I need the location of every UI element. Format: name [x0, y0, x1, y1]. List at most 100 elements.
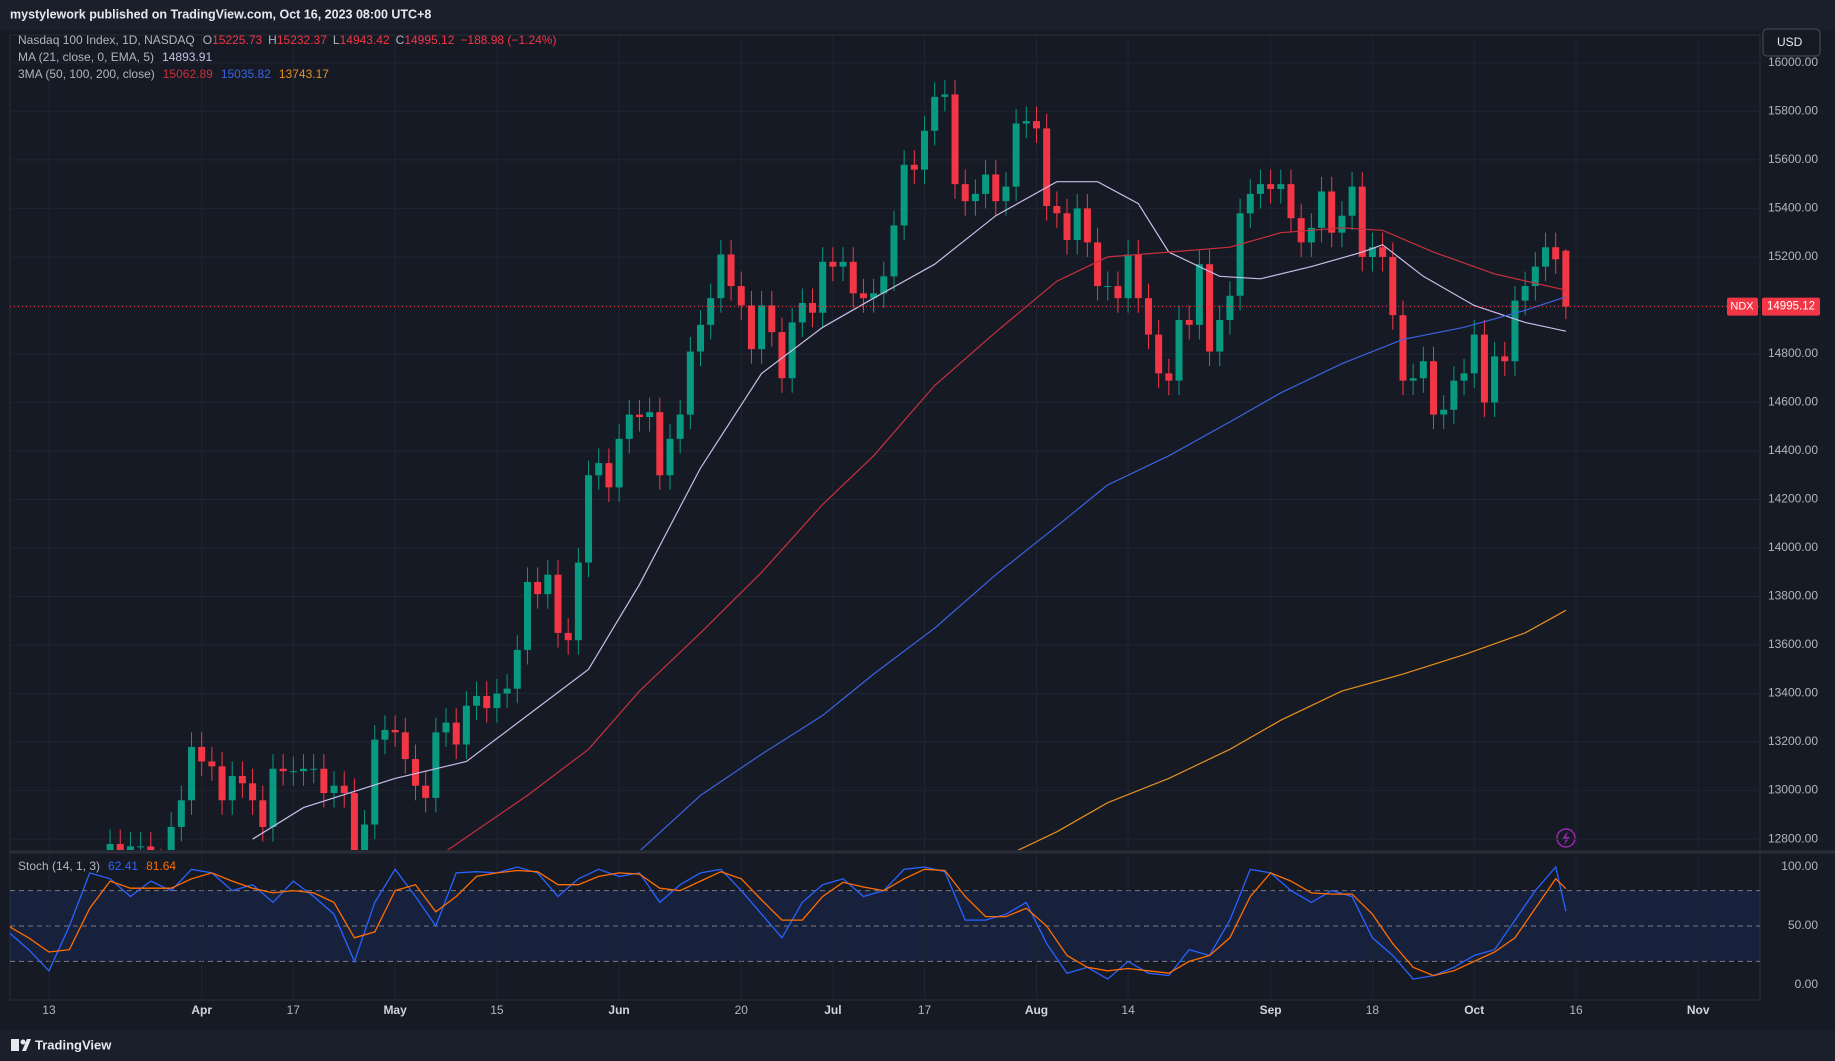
candle-body: [1114, 286, 1122, 299]
candle-body: [971, 193, 979, 202]
candle-body: [452, 722, 460, 745]
candle-body: [839, 261, 847, 267]
candle-body: [564, 632, 572, 641]
candle-body: [1460, 373, 1468, 381]
candle-body: [513, 649, 521, 689]
candle-body: [340, 785, 348, 793]
candle-body: [269, 768, 277, 827]
legend-part: 81.64: [146, 859, 176, 873]
candle-body: [1185, 320, 1193, 325]
candle-body: [1032, 121, 1040, 129]
price-tag-label: 14995.12: [1767, 301, 1815, 313]
candle-body: [1552, 247, 1560, 260]
candle-body: [666, 438, 674, 476]
price-tag: [1762, 297, 1820, 316]
currency-button[interactable]: USD: [1762, 28, 1821, 57]
legend-part: Stoch (14, 1, 3): [18, 859, 100, 873]
y-tick-label: 15400.00: [1768, 201, 1818, 215]
candle-body: [646, 412, 654, 418]
candle-body: [1328, 191, 1336, 233]
candle-body: [1236, 213, 1244, 296]
candle-body: [1287, 184, 1295, 219]
x-tick-label: 17: [287, 1003, 301, 1017]
x-tick-label: Jun: [608, 1003, 629, 1017]
candle-body: [544, 574, 552, 595]
candle-body: [473, 695, 481, 706]
candle-body: [391, 729, 399, 733]
candle-body: [422, 785, 430, 798]
candle-body: [1256, 184, 1264, 194]
candle-body: [931, 96, 939, 131]
candle-body: [299, 768, 307, 772]
candle-body: [289, 771, 297, 773]
candle-body: [585, 475, 593, 563]
candle-body: [686, 351, 694, 415]
candle-body: [126, 846, 134, 850]
candle-body: [1073, 208, 1081, 240]
legend-part: C: [396, 33, 405, 47]
candle-body: [1531, 266, 1539, 287]
legend-part: L: [333, 33, 340, 47]
legend-part: 62.41: [108, 859, 138, 873]
candle-body: [1318, 191, 1326, 228]
candle-body: [747, 305, 755, 350]
candle-body: [717, 254, 725, 299]
y-tick-label: 13200.00: [1768, 734, 1818, 748]
y-tick-label: 14600.00: [1768, 395, 1818, 409]
y-tick-label: 15200.00: [1768, 249, 1818, 263]
x-tick-label: 15: [490, 1003, 504, 1017]
candle-body: [992, 174, 1000, 202]
candle-body: [819, 261, 827, 313]
candle-body: [228, 776, 236, 801]
alert-icon[interactable]: [1556, 828, 1576, 848]
candle-body: [880, 276, 888, 294]
candle-body: [890, 225, 898, 277]
y-tick-label: 13600.00: [1768, 637, 1818, 651]
candle-body: [442, 722, 450, 733]
candle-body: [870, 293, 878, 299]
candle-body: [1175, 320, 1183, 381]
candle-body: [951, 94, 959, 185]
stoch-legend: Stoch (14, 1, 3) 62.41 81.64: [18, 859, 176, 873]
candle-body: [1450, 380, 1458, 410]
candle-body: [1338, 215, 1346, 233]
candle-body: [1389, 256, 1397, 316]
x-tick-label: Aug: [1025, 1003, 1048, 1017]
legend-part: 15062.89: [163, 67, 213, 81]
candle-body: [1002, 186, 1010, 202]
candle-body: [218, 766, 226, 801]
candle-body: [1307, 227, 1315, 243]
y-tick-label: 13000.00: [1768, 783, 1818, 797]
legend-part: 13743.17: [279, 67, 329, 81]
currency-label[interactable]: USD: [1777, 35, 1803, 49]
candle-body: [350, 792, 358, 850]
candle-body: [758, 305, 766, 350]
y-tick-label: 13800.00: [1768, 589, 1818, 603]
price-pane: [106, 79, 1570, 850]
candle-body: [361, 824, 369, 850]
candle-body: [493, 693, 501, 709]
x-tick-label: Oct: [1464, 1003, 1484, 1017]
candle-body: [727, 254, 735, 287]
candle-body: [483, 695, 491, 709]
candle-body: [1053, 206, 1061, 214]
candle-body: [1470, 334, 1478, 374]
candle-body: [798, 303, 806, 323]
y-tick-label: 15600.00: [1768, 152, 1818, 166]
candle-body: [177, 800, 185, 827]
candle-body: [737, 286, 745, 306]
y-tick-label: 14800.00: [1768, 346, 1818, 360]
candle-body: [809, 303, 817, 313]
currency-box[interactable]: [1762, 28, 1821, 57]
candle-body: [1542, 247, 1550, 267]
candle-body: [1216, 320, 1224, 352]
x-tick-label: 17: [918, 1003, 932, 1017]
stoch-pane: [10, 865, 1567, 980]
candle-body: [1144, 298, 1152, 335]
candle-body: [982, 174, 990, 194]
candle-body: [697, 324, 705, 352]
candle-body: [1165, 373, 1173, 381]
candle-body: [941, 94, 949, 97]
candle-body: [605, 463, 613, 488]
